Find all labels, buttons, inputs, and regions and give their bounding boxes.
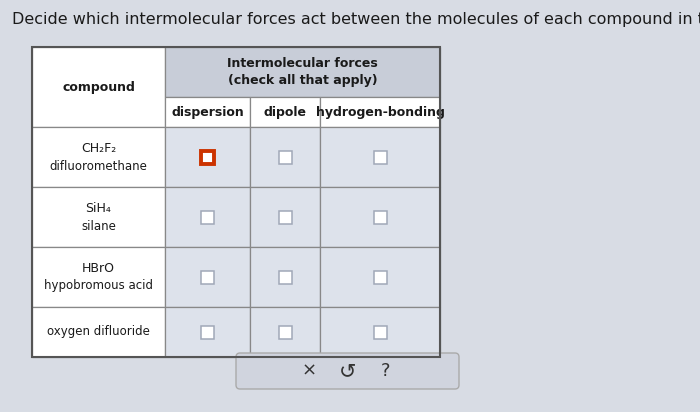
Bar (250, 187, 320, 247)
Bar (32, 307, 165, 357)
Bar (250, 97, 320, 127)
Bar (250, 307, 320, 357)
Bar (320, 307, 440, 357)
Bar (165, 187, 250, 247)
Bar (374, 150, 386, 164)
Text: compound: compound (62, 80, 135, 94)
Bar (374, 325, 386, 339)
Text: Decide which intermolecular forces act between the molecules of each compound in: Decide which intermolecular forces act b… (12, 12, 700, 27)
Bar (32, 187, 165, 247)
Text: hydrogen-bonding: hydrogen-bonding (316, 105, 444, 119)
Text: silane: silane (81, 220, 116, 232)
Text: HBrO: HBrO (82, 262, 115, 274)
Bar (165, 47, 440, 97)
Bar (320, 247, 440, 307)
Bar (201, 150, 214, 164)
Text: hypobromous acid: hypobromous acid (44, 279, 153, 293)
Text: difluoromethane: difluoromethane (50, 159, 148, 173)
Text: oxygen difluoride: oxygen difluoride (47, 325, 150, 339)
Bar (165, 247, 250, 307)
Bar (279, 271, 291, 283)
Bar (374, 271, 386, 283)
Text: dipole: dipole (263, 105, 307, 119)
Bar (374, 211, 386, 223)
Bar (201, 211, 214, 223)
Text: CH₂F₂: CH₂F₂ (81, 141, 116, 154)
Bar (32, 127, 165, 187)
Bar (250, 247, 320, 307)
Text: ?: ? (381, 362, 391, 380)
Bar (201, 325, 214, 339)
Bar (320, 97, 440, 127)
Bar (32, 247, 165, 307)
Text: ×: × (302, 362, 317, 380)
Bar (279, 211, 291, 223)
Bar (32, 47, 440, 357)
Bar (201, 271, 214, 283)
Bar (165, 97, 250, 127)
Bar (165, 127, 250, 187)
Bar (320, 187, 440, 247)
Bar (320, 127, 440, 187)
Bar (279, 325, 291, 339)
Text: ↺: ↺ (339, 361, 356, 381)
Text: SiH₄: SiH₄ (85, 201, 111, 215)
Bar (165, 307, 250, 357)
Bar (250, 127, 320, 187)
Bar (32, 47, 165, 127)
Bar (279, 150, 291, 164)
Text: dispersion: dispersion (171, 105, 244, 119)
FancyBboxPatch shape (236, 353, 459, 389)
Text: Intermolecular forces
(check all that apply): Intermolecular forces (check all that ap… (227, 57, 378, 87)
